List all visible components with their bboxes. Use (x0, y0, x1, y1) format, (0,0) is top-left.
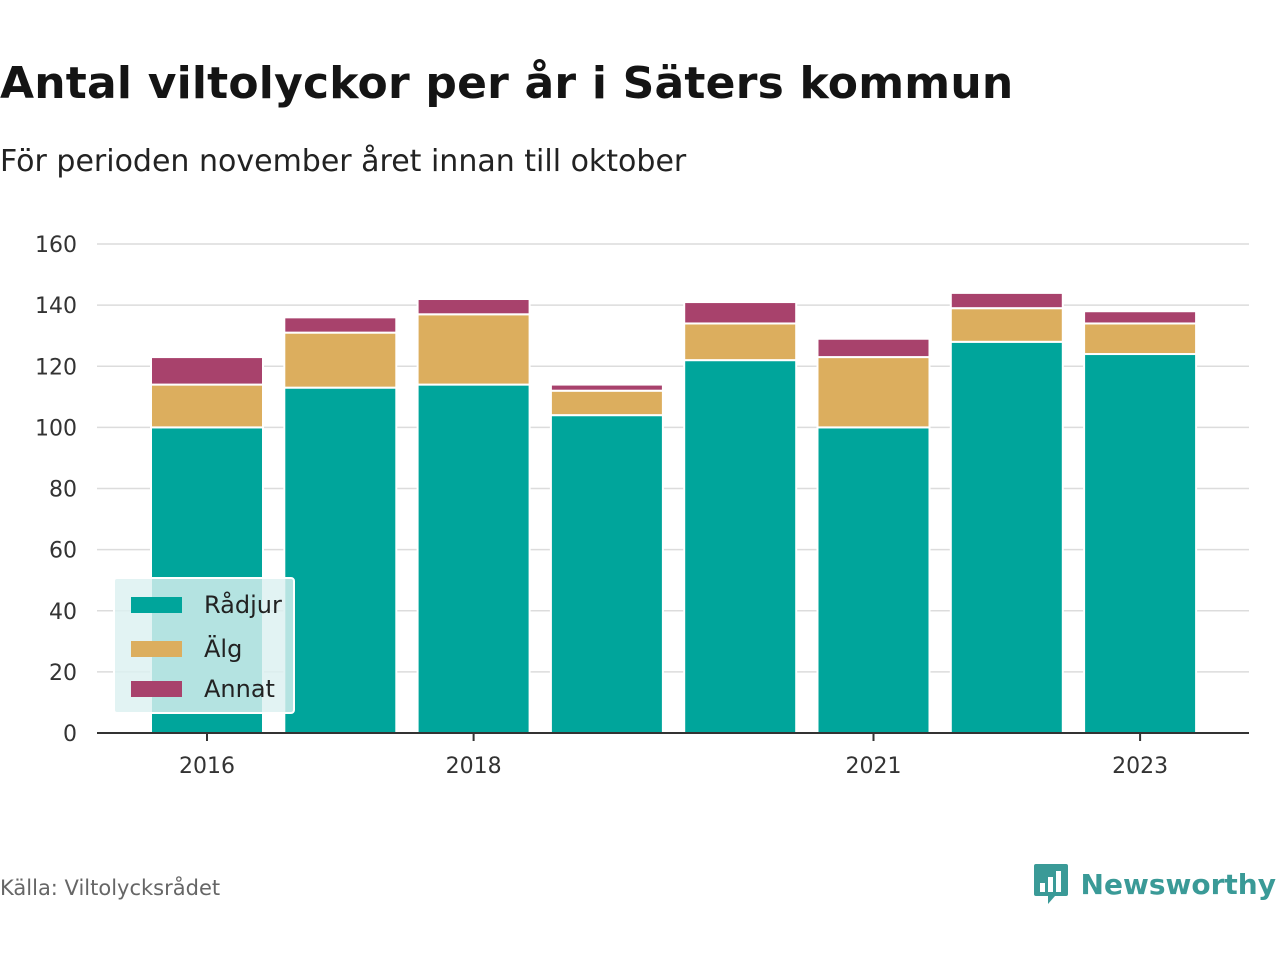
y-tick-label: 60 (49, 539, 77, 564)
bar-group (150, 291, 1198, 734)
x-tick-label: 2021 (846, 754, 902, 779)
chart-subtitle: För perioden november året innan till ok… (0, 144, 687, 179)
brand-name: Newsworthy (1080, 867, 1276, 901)
bar-segment-annat-2023[interactable] (1083, 310, 1198, 325)
y-tick-label: 140 (35, 294, 77, 319)
bar-segment-annat-2021[interactable] (816, 337, 931, 359)
x-tick-label: 2016 (179, 754, 235, 779)
bar-segment-alg-2017[interactable] (283, 331, 398, 389)
x-tick-label: 2018 (446, 754, 502, 779)
bar-segment-radjur-2020[interactable] (683, 359, 798, 734)
legend-swatch-annat (131, 681, 182, 697)
x-axis-ticks: 2016 2018 2021 2023 (179, 733, 1168, 779)
legend-swatch-alg (131, 641, 182, 657)
legend: Rådjur Älg Annat (113, 577, 295, 714)
legend-label-alg: Älg (204, 635, 243, 663)
bar-segment-alg-2020[interactable] (683, 322, 798, 362)
bar-segment-annat-2020[interactable] (683, 301, 798, 325)
y-tick-label: 40 (49, 600, 77, 625)
brand-logo[interactable]: Newsworthy (1033, 862, 1276, 906)
bar-segment-annat-2018[interactable] (416, 298, 531, 316)
bar-chart-logo-icon (1033, 864, 1068, 904)
bar-segment-annat-2022[interactable] (949, 291, 1064, 310)
source-note: Källa: Viltolycksrådet (0, 876, 221, 900)
bar-segment-radjur-2023[interactable] (1083, 353, 1198, 734)
bar-segment-radjur-2022[interactable] (949, 340, 1064, 734)
legend-swatch-radjur (131, 597, 182, 613)
legend-item-radjur[interactable]: Rådjur (131, 590, 282, 620)
bar-segment-alg-2022[interactable] (949, 307, 1064, 343)
bar-segment-radjur-2019[interactable] (549, 414, 664, 734)
y-tick-label: 0 (63, 722, 77, 747)
y-tick-label: 80 (49, 478, 77, 503)
y-tick-label: 120 (35, 355, 77, 380)
bar-segment-annat-2016[interactable] (150, 356, 264, 386)
bar-segment-alg-2016[interactable] (150, 383, 264, 429)
x-tick-label: 2023 (1112, 754, 1168, 779)
bar-segment-annat-2019[interactable] (549, 383, 664, 392)
legend-item-alg[interactable]: Älg (131, 634, 242, 664)
legend-label-radjur: Rådjur (204, 591, 282, 619)
legend-item-annat[interactable]: Annat (131, 674, 275, 704)
bar-segment-radjur-2021[interactable] (816, 426, 931, 734)
bar-segment-alg-2021[interactable] (816, 356, 931, 429)
y-tick-label: 100 (35, 416, 77, 441)
chart-title: Antal viltolyckor per år i Säters kommun (0, 58, 1014, 109)
y-tick-label: 160 (35, 233, 77, 258)
y-axis-ticks: 0 20 40 60 80 100 120 140 160 (35, 233, 77, 747)
legend-label-annat: Annat (204, 675, 275, 703)
bar-segment-alg-2018[interactable] (416, 313, 531, 386)
bar-segment-alg-2023[interactable] (1083, 322, 1198, 356)
bar-segment-alg-2019[interactable] (549, 389, 664, 417)
bar-segment-radjur-2018[interactable] (416, 383, 531, 734)
y-tick-label: 20 (49, 661, 77, 686)
bar-segment-radjur-2017[interactable] (283, 386, 398, 734)
bar-segment-annat-2017[interactable] (283, 316, 398, 334)
